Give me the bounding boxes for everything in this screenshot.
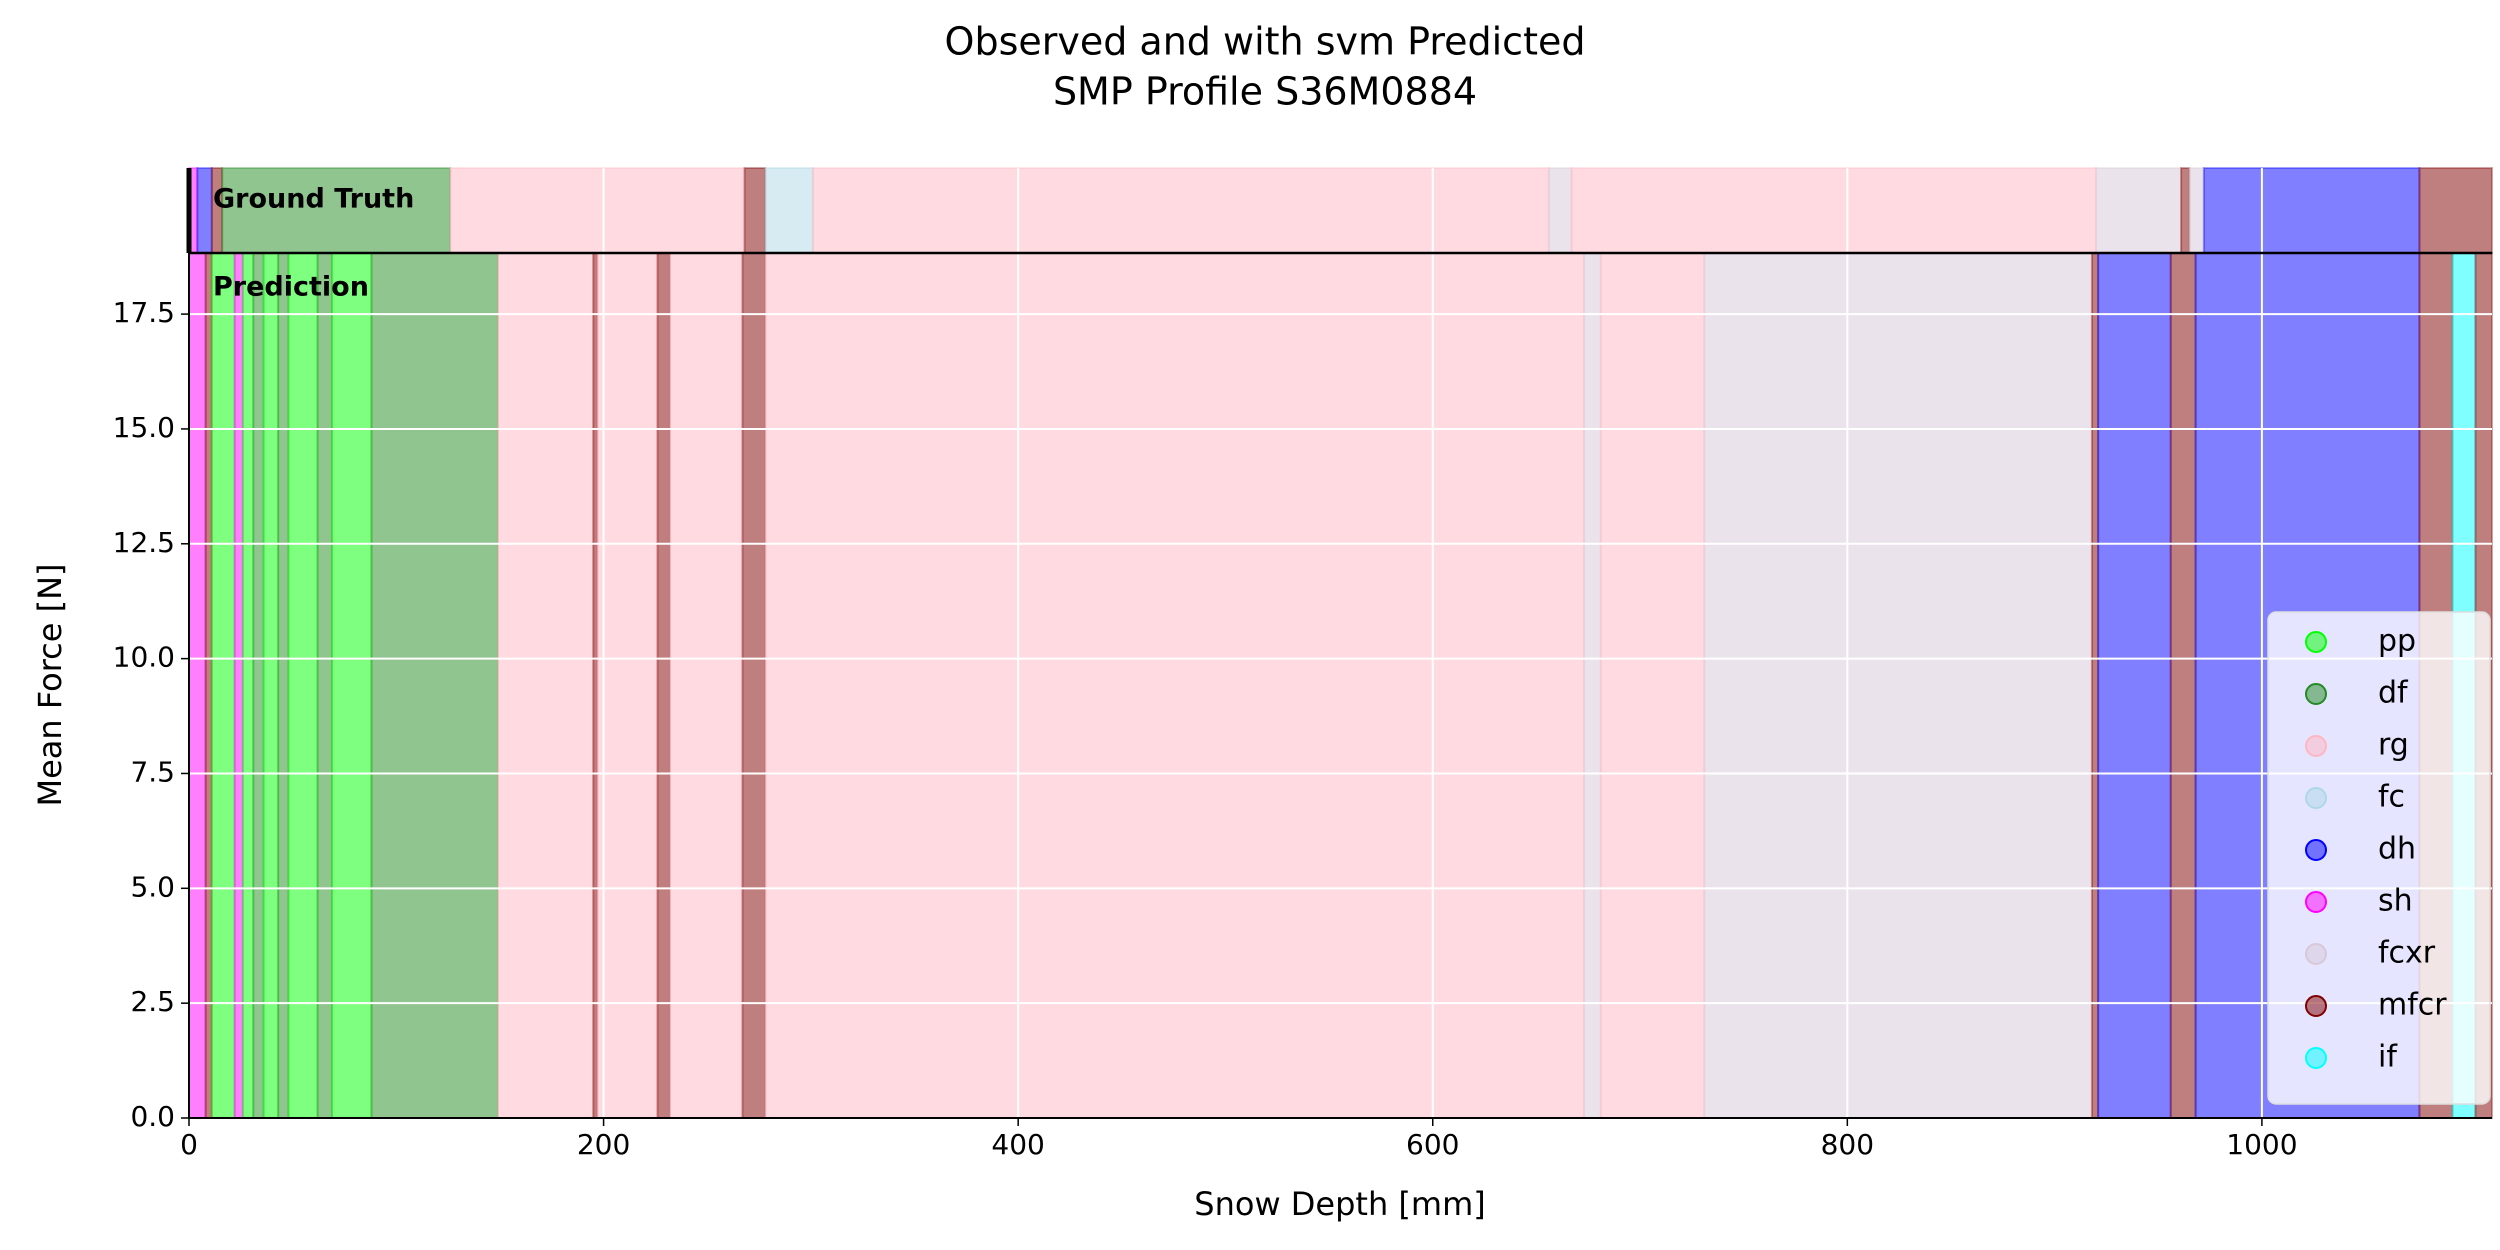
- class-band: [764, 167, 814, 254]
- legend-label: fc: [2378, 780, 2405, 815]
- panel-label: Ground Truth: [213, 184, 414, 215]
- class-band: [188, 252, 207, 1119]
- y-tick-label: 17.5: [113, 296, 175, 329]
- class-band: [1583, 252, 1602, 1119]
- y-tick-label: 15.0: [113, 411, 175, 444]
- class-band: [287, 252, 319, 1119]
- y-tick-label: 10.0: [113, 641, 175, 674]
- class-band: [743, 167, 767, 254]
- class-band: [1570, 167, 2098, 254]
- legend-label: sh: [2378, 884, 2413, 919]
- class-band: [210, 252, 236, 1119]
- class-band: [764, 252, 1586, 1119]
- class-band: [596, 252, 659, 1119]
- y-tick-label: 7.5: [130, 755, 175, 788]
- class-band: [2418, 167, 2493, 254]
- class-band: [2202, 167, 2421, 254]
- legend-marker: [2305, 1047, 2327, 1069]
- chart-subtitle: SMP Profile S36M0884: [1053, 70, 1477, 114]
- legend-marker: [2305, 735, 2327, 757]
- legend-marker: [2305, 839, 2327, 861]
- class-band: [1599, 252, 1706, 1119]
- legend-label: fcxr: [2378, 936, 2436, 971]
- class-band: [196, 167, 213, 254]
- legend-marker: [2305, 995, 2327, 1017]
- panel-label: Prediction: [213, 272, 369, 303]
- class-band: [811, 167, 1550, 254]
- legend-label: pp: [2378, 624, 2416, 659]
- class-band: [741, 252, 767, 1119]
- y-tick-label: 12.5: [113, 526, 175, 559]
- chart-title: Observed and with svm Predicted: [945, 20, 1586, 64]
- class-band: [331, 252, 373, 1119]
- x-axis-label: Snow Depth [mm]: [1194, 1185, 1485, 1223]
- y-axis-label: Mean Force [N]: [31, 563, 69, 806]
- x-tick-label: 800: [1821, 1128, 1874, 1161]
- class-band: [2188, 167, 2205, 254]
- class-band: [656, 252, 671, 1119]
- class-band: [2180, 167, 2191, 254]
- y-tick-label: 5.0: [130, 870, 175, 903]
- legend-marker: [2305, 683, 2327, 705]
- legend-box: [2267, 611, 2491, 1105]
- legend-label: dh: [2378, 832, 2416, 867]
- legend-marker: [2305, 787, 2327, 809]
- class-band: [496, 252, 595, 1119]
- legend-marker: [2305, 631, 2327, 653]
- class-band: [316, 252, 334, 1119]
- class-band: [2097, 252, 2172, 1119]
- class-band: [2169, 252, 2197, 1119]
- legend-label: rg: [2378, 728, 2409, 763]
- class-band: [277, 252, 290, 1119]
- legend-marker: [2305, 943, 2327, 965]
- x-tick-label: 600: [1406, 1128, 1459, 1161]
- legend-marker: [2305, 891, 2327, 913]
- x-tick-label: 400: [991, 1128, 1044, 1161]
- class-band: [370, 252, 499, 1119]
- class-band: [262, 252, 280, 1119]
- legend-label: df: [2378, 676, 2409, 711]
- class-band: [233, 252, 244, 1119]
- x-tick-label: 0: [180, 1128, 198, 1161]
- class-band: [252, 252, 265, 1119]
- legend: pp df rg fc dh sh fcxr mfcr if: [2267, 611, 2491, 1105]
- class-band: [241, 252, 255, 1119]
- class-band: [1703, 252, 2093, 1119]
- legend-label: if: [2378, 1040, 2398, 1075]
- legend-label: mfcr: [2378, 988, 2447, 1023]
- class-band: [668, 252, 744, 1119]
- x-tick-label: 1000: [2226, 1128, 2297, 1161]
- class-band: [1547, 167, 1573, 254]
- class-band: [449, 167, 746, 254]
- y-tick-label: 0.0: [130, 1100, 175, 1133]
- class-band: [2095, 167, 2183, 254]
- class-band: [221, 167, 452, 254]
- y-tick-label: 2.5: [130, 985, 175, 1018]
- x-tick-label: 200: [577, 1128, 630, 1161]
